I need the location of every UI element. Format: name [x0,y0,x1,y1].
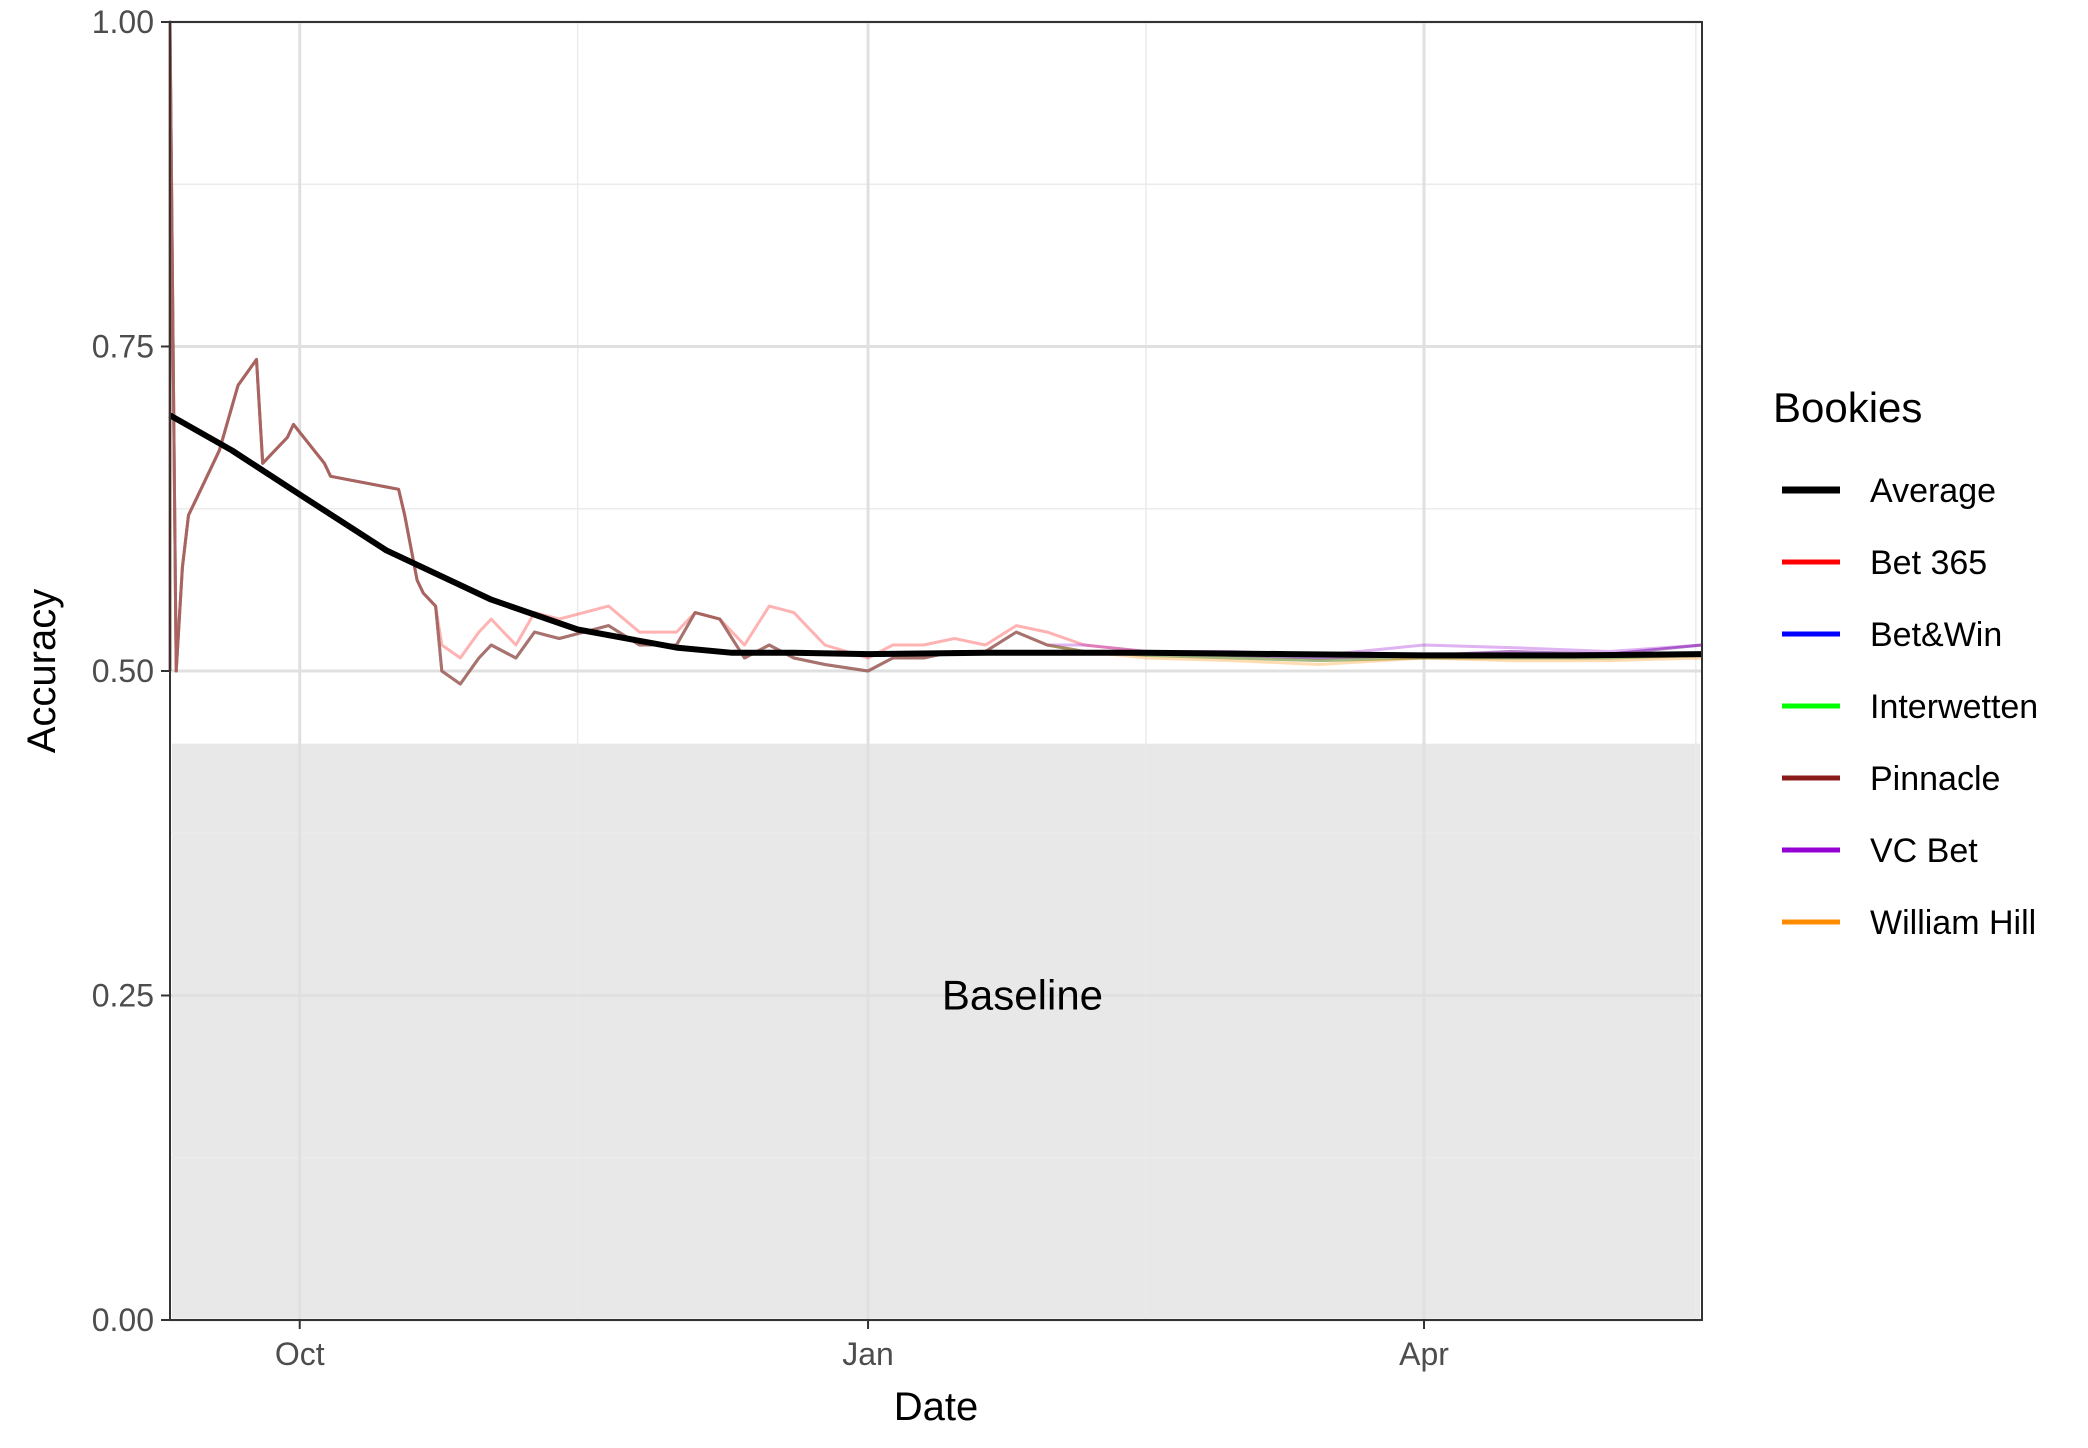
series-line-william-hill [168,20,1703,686]
x-tick-label: Apr [1399,1336,1449,1372]
series-line-pinnacle [168,20,1703,686]
series-line-average [168,412,1703,659]
legend-label-vc-bet: VC Bet [1870,832,1978,870]
x-tick-label: Oct [275,1336,325,1372]
legend-label-bet-365: Bet 365 [1870,544,1987,582]
legend-label-william-hill: William Hill [1870,904,2036,942]
y-tick-label: 0.50 [92,653,154,689]
legend: Bookies Average Bet 365 Bet&Win Interwetten… [1773,384,2038,942]
y-tick-label: 0.75 [92,329,154,365]
y-tick-label: 0.25 [92,978,154,1014]
legend-title: Bookies [1773,384,1922,431]
series-line-bet-win [168,20,1703,686]
y-axis-title: Accuracy [20,589,64,754]
series-line-interwetten [168,20,1703,686]
baseline-region [172,743,1700,1318]
baseline-label: Baseline [942,972,1103,1019]
legend-label-average: Average [1870,472,1996,510]
y-tick-label: 0.00 [92,1302,154,1338]
series-line-vc-bet [168,20,1703,686]
x-tick-label: Jan [842,1336,894,1372]
legend-label-pinnacle: Pinnacle [1870,760,2000,798]
legend-label-interwetten: Interwetten [1870,688,2038,726]
axes: 0.00 0.25 0.50 0.75 1.00 Oct Jan Apr [92,4,1450,1372]
y-tick-label: 1.00 [92,4,154,40]
series-lines [168,20,1703,686]
series-line-bet-365 [168,20,1703,673]
legend-label-bet-win: Bet&Win [1870,616,2002,654]
x-axis-title: Date [894,1385,979,1429]
